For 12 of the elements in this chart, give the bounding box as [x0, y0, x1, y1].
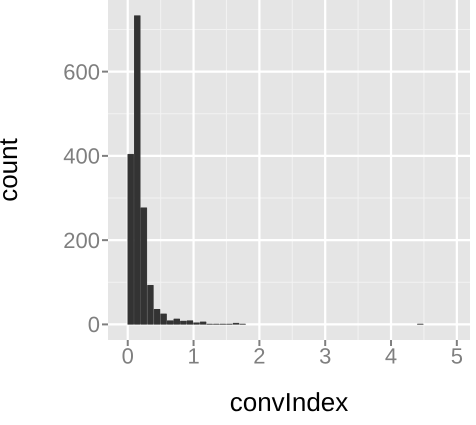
x-tick-label: 4 [384, 344, 398, 369]
x-tick-label: 2 [253, 344, 266, 369]
y-tick-label: 0 [88, 312, 100, 338]
x-tick-label: 0 [122, 344, 134, 369]
x-tick-label: 5 [450, 344, 463, 369]
x-tick-label: 1 [187, 344, 200, 369]
y-tick-label: 200 [63, 228, 100, 253]
y-tick-label: 400 [63, 144, 100, 169]
x-tick-label: 3 [319, 344, 332, 369]
y-tick-label: 600 [63, 59, 100, 84]
y-axis-title: count [0, 137, 24, 202]
x-axis-title: convIndex [230, 387, 348, 417]
